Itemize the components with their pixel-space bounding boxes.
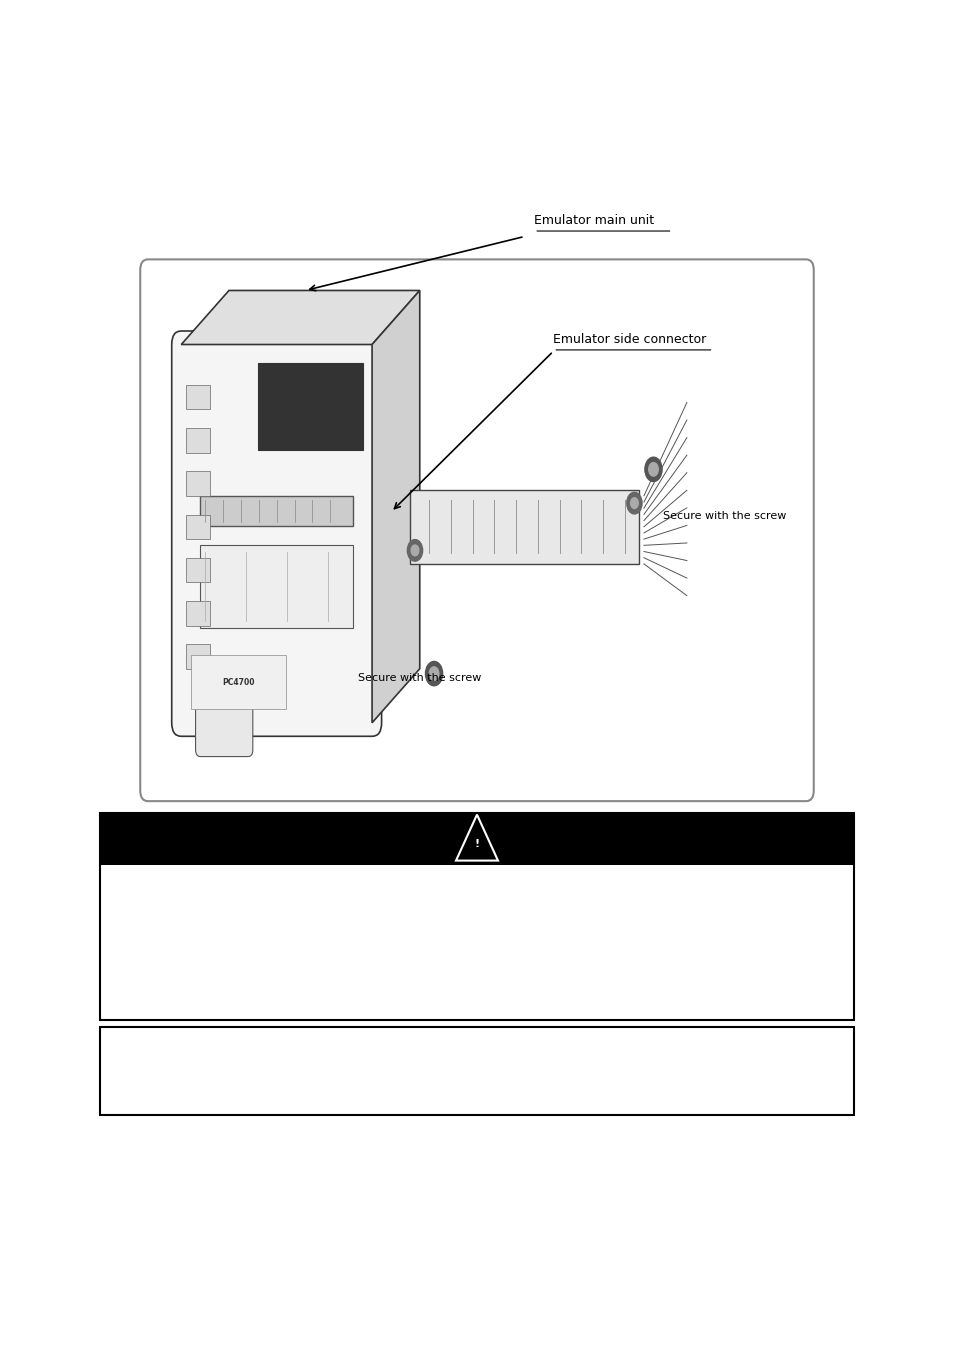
Bar <box>186 385 210 409</box>
Text: Secure with the screw: Secure with the screw <box>662 511 785 521</box>
Circle shape <box>644 457 661 481</box>
Polygon shape <box>372 290 419 723</box>
Text: !: ! <box>474 839 479 850</box>
Circle shape <box>626 492 641 513</box>
Circle shape <box>425 662 442 686</box>
Text: Emulator side connector: Emulator side connector <box>553 332 706 346</box>
Circle shape <box>407 539 422 561</box>
Bar <box>186 601 210 626</box>
Bar <box>100 813 853 1020</box>
Circle shape <box>429 667 438 681</box>
Text: Emulator main unit: Emulator main unit <box>534 213 654 227</box>
Bar <box>191 655 286 709</box>
Bar <box>100 1027 853 1115</box>
Bar <box>410 489 639 563</box>
Text: PC4700: PC4700 <box>222 678 254 686</box>
Bar <box>186 515 210 539</box>
Polygon shape <box>456 815 497 861</box>
Bar <box>186 644 210 669</box>
Bar <box>186 558 210 582</box>
FancyBboxPatch shape <box>195 689 253 757</box>
Circle shape <box>648 462 658 476</box>
Bar <box>100 813 853 865</box>
FancyBboxPatch shape <box>140 259 813 801</box>
Bar <box>200 496 353 526</box>
Bar <box>257 363 362 450</box>
Circle shape <box>411 544 418 555</box>
Bar <box>200 544 353 628</box>
Circle shape <box>630 497 638 508</box>
FancyBboxPatch shape <box>172 331 381 736</box>
Bar <box>186 471 210 496</box>
Polygon shape <box>181 290 419 345</box>
Text: Secure with the screw: Secure with the screw <box>357 673 480 682</box>
Bar <box>186 428 210 453</box>
